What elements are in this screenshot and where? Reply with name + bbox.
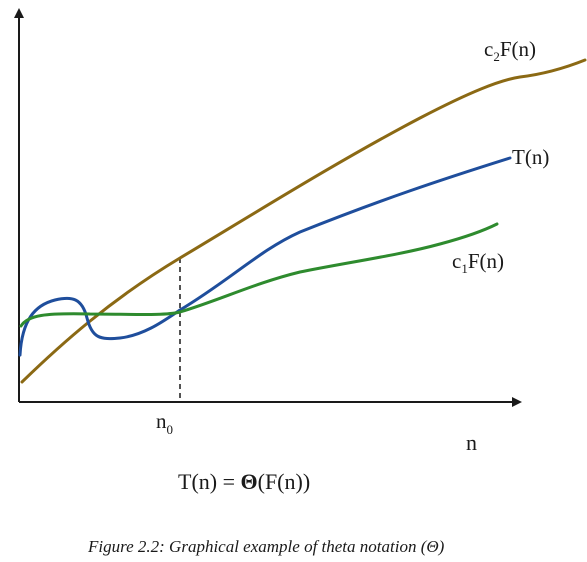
upper-bound-label: c2F(n) — [484, 37, 536, 64]
figure-caption: Figure 2.2: Graphical example of theta n… — [87, 537, 445, 556]
upper-bound-curve — [20, 58, 587, 384]
n0-label: n0 — [156, 409, 173, 437]
t-n-curve — [18, 156, 512, 357]
theta-equation: T(n) = Θ(F(n)) — [178, 469, 310, 494]
lower-bound-label: c1F(n) — [452, 249, 504, 276]
t-n-label: T(n) — [512, 145, 549, 169]
x-axis-label: n — [466, 430, 477, 455]
lower-bound-curve — [19, 222, 499, 328]
